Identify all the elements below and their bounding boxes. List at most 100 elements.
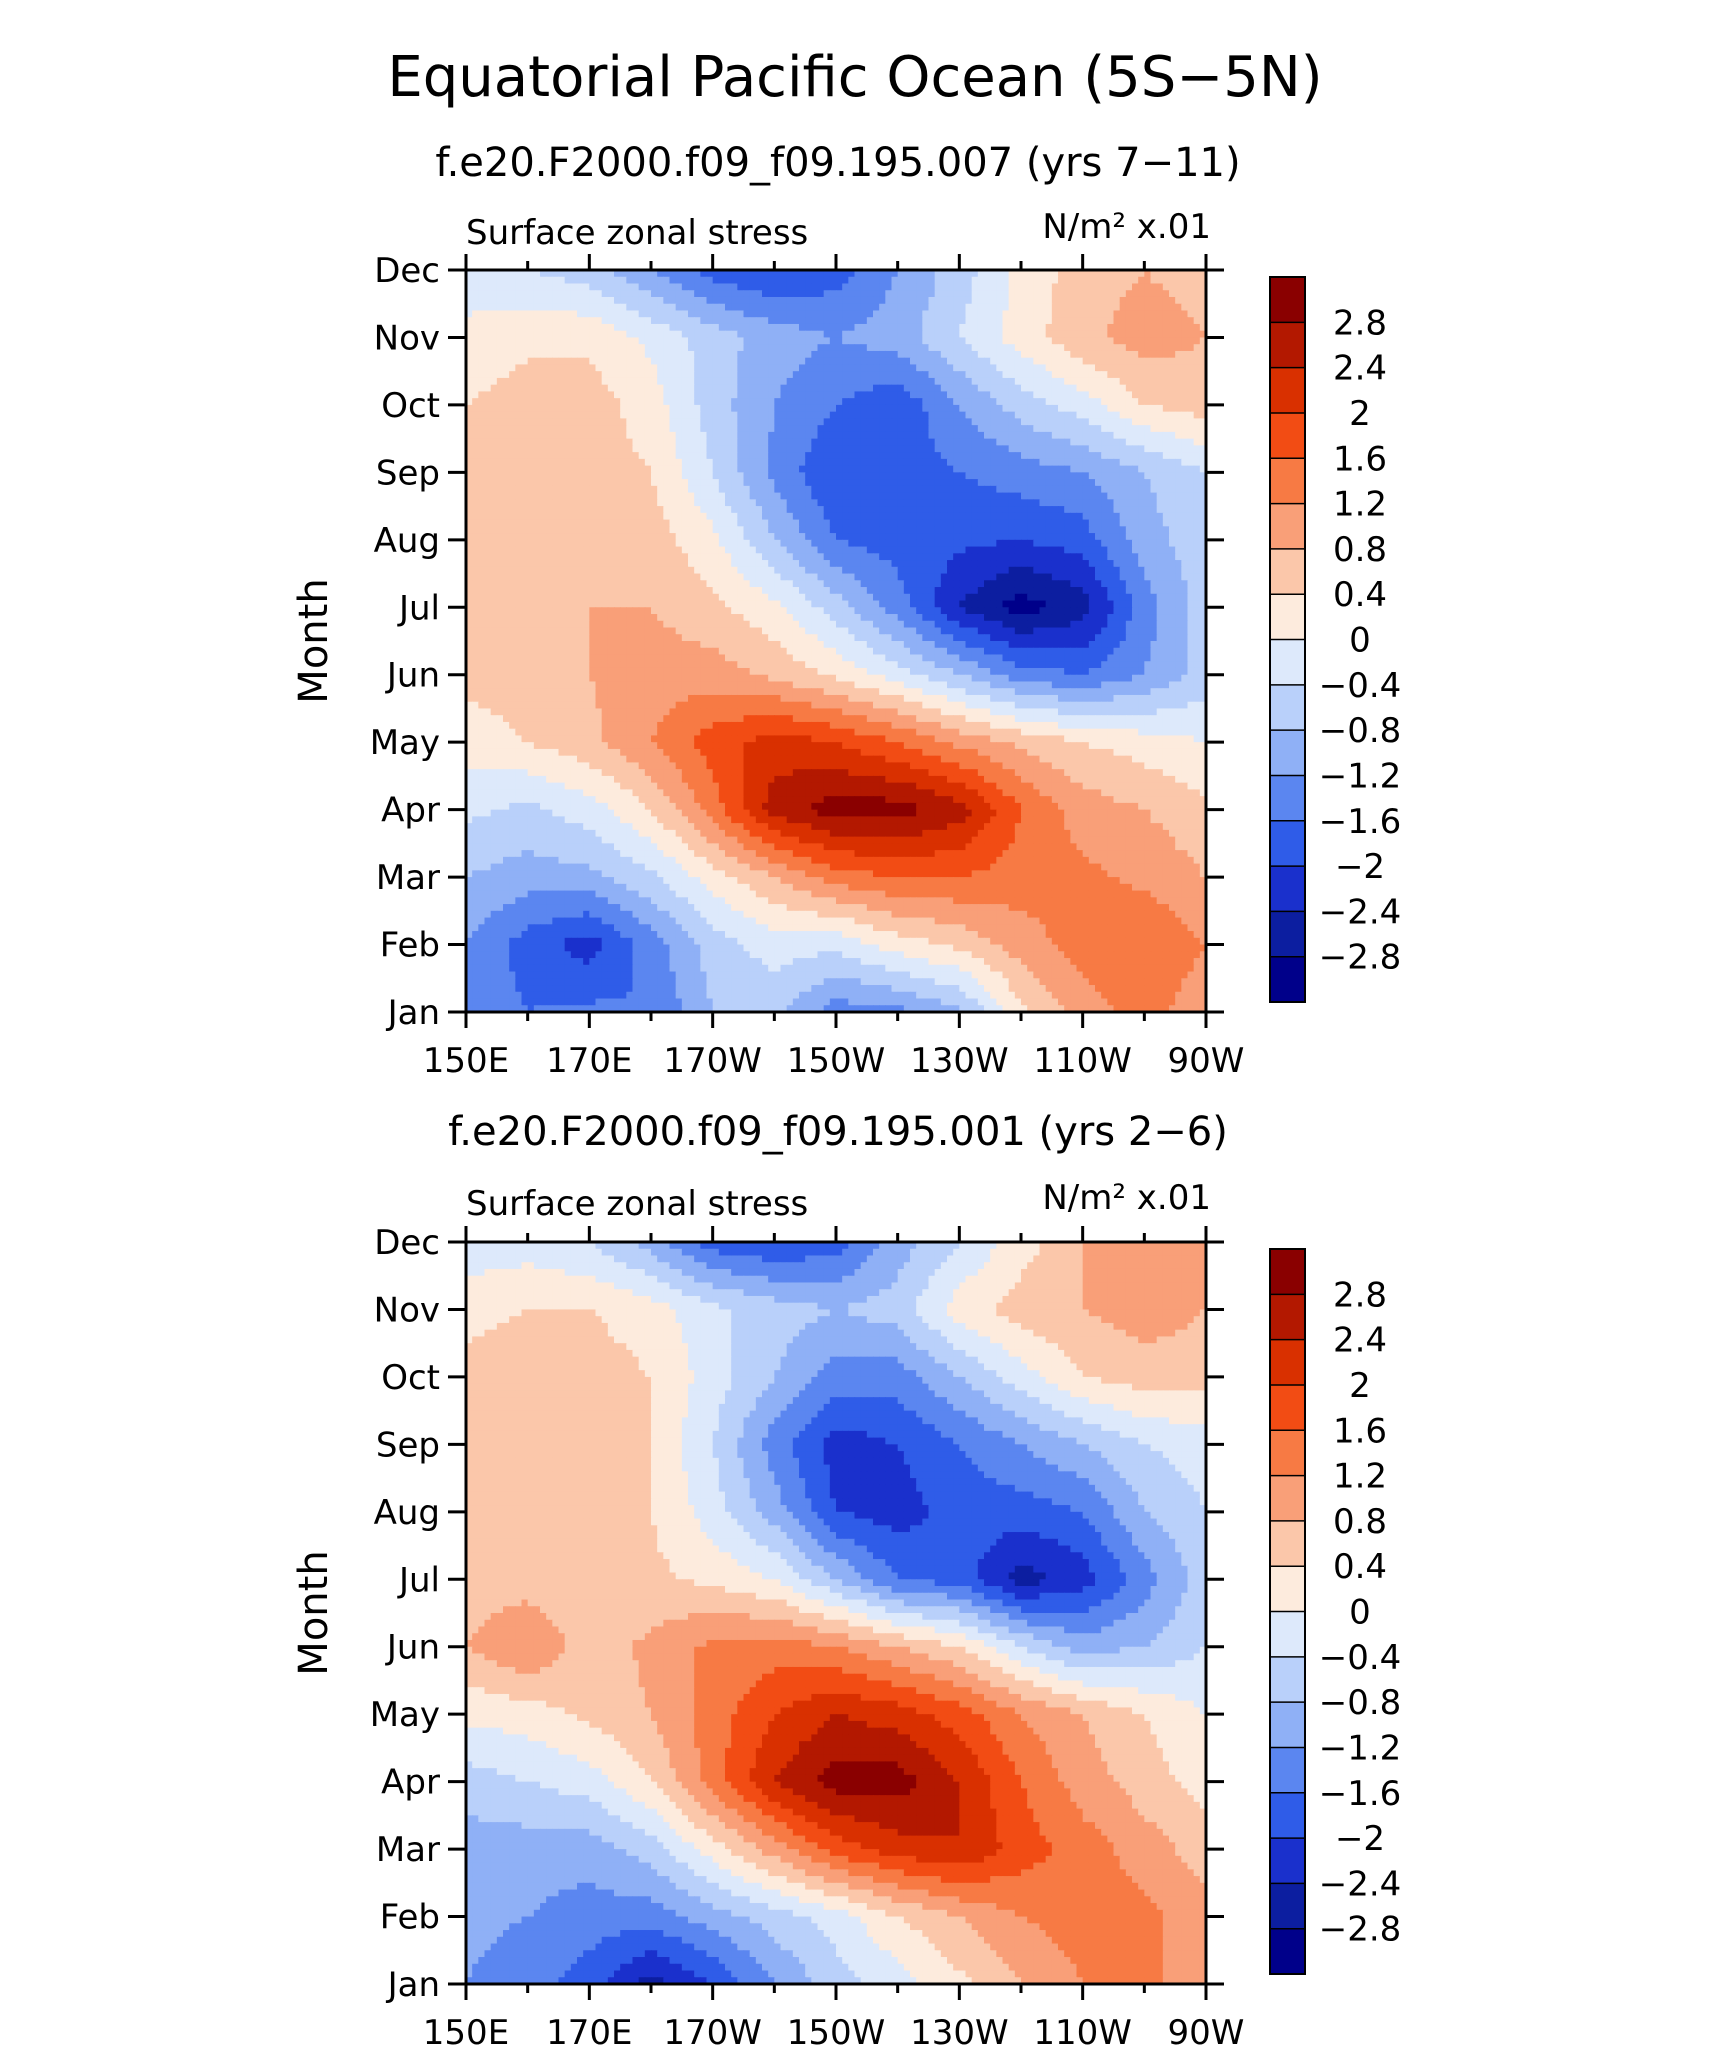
contour-cell (805, 351, 812, 358)
contour-cell (559, 344, 566, 351)
contour-cell (589, 310, 596, 317)
contour-cell (515, 310, 522, 317)
contour-cell (836, 297, 843, 304)
contour-cell (1015, 290, 1022, 297)
contour-cell (620, 317, 627, 324)
contour-cell (768, 310, 775, 317)
contour-cell (676, 331, 683, 338)
contour-cell (947, 310, 954, 317)
contour-cell (898, 331, 905, 338)
contour-cell (1064, 297, 1071, 304)
contour-cell (1144, 351, 1151, 358)
contour-cell (750, 277, 757, 284)
contour-cell (509, 324, 516, 331)
contour-cell (879, 283, 886, 290)
contour-cell (774, 283, 781, 290)
contour-cell (904, 283, 911, 290)
contour-cell (552, 290, 559, 297)
contour-cell (596, 337, 603, 344)
contour-cell (1015, 277, 1022, 284)
contour-cell (1157, 337, 1164, 344)
contour-cell (522, 337, 529, 344)
contour-cell (651, 277, 658, 284)
contour-cell (966, 317, 973, 324)
contour-cell (898, 310, 905, 317)
contour-cell (1027, 324, 1034, 331)
contour-cell (990, 304, 997, 311)
contour-cell (855, 351, 862, 358)
contour-cell (842, 317, 849, 324)
contour-cell (596, 290, 603, 297)
contour-cell (534, 358, 541, 365)
contour-cell (491, 337, 498, 344)
contour-cell (1015, 317, 1022, 324)
contour-cell (633, 324, 640, 331)
contour-cell (922, 331, 929, 338)
contour-cell (614, 283, 621, 290)
contour-cell (1101, 277, 1108, 284)
contour-cell (768, 297, 775, 304)
contour-cell (892, 337, 899, 344)
contour-cell (676, 358, 683, 365)
contour-cell (1070, 324, 1077, 331)
contour-cell (719, 304, 726, 311)
contour-cell (1095, 358, 1102, 365)
contour-cell (645, 290, 652, 297)
contour-cell (1107, 290, 1114, 297)
contour-cell (577, 324, 584, 331)
contour-cell (676, 304, 683, 311)
contour-cell (596, 283, 603, 290)
contour-cell (583, 310, 590, 317)
contour-cell (1021, 358, 1028, 365)
contour-cell (1064, 283, 1071, 290)
contour-cell (694, 297, 701, 304)
contour-cell (1033, 331, 1040, 338)
contour-cell (1003, 317, 1010, 324)
contour-cell (959, 317, 966, 324)
contour-cell (1015, 344, 1022, 351)
contour-cell (670, 324, 677, 331)
contour-cell (781, 310, 788, 317)
contour-cell (1046, 344, 1053, 351)
contour-cell (657, 331, 664, 338)
contour-cell (540, 317, 547, 324)
contour-cell (799, 290, 806, 297)
contour-cell (620, 331, 627, 338)
contour-cell (1132, 351, 1139, 358)
contour-cell (651, 297, 658, 304)
contour-cell (959, 304, 966, 311)
contour-cell (688, 331, 695, 338)
contour-cell (633, 331, 640, 338)
contour-cell (984, 304, 991, 311)
contour-cell (922, 344, 929, 351)
contour-cell (478, 277, 485, 284)
contour-cell (540, 351, 547, 358)
contour-cell (503, 290, 510, 297)
contour-cell (842, 358, 849, 365)
contour-cell (1126, 310, 1133, 317)
contour-cell (774, 317, 781, 324)
contour-cell (663, 310, 670, 317)
contour-cell (1009, 297, 1016, 304)
contour-cell (571, 331, 578, 338)
contour-cell (922, 290, 929, 297)
contour-cell (1009, 310, 1016, 317)
contour-cell (565, 337, 572, 344)
contour-cell (1089, 358, 1096, 365)
contour-cell (676, 310, 683, 317)
contour-cell (1027, 304, 1034, 311)
contour-cell (941, 310, 948, 317)
contour-cell (978, 358, 985, 365)
contour-cell (522, 310, 529, 317)
contour-cell (478, 304, 485, 311)
contour-cell (811, 331, 818, 338)
contour-cell (626, 358, 633, 365)
contour-cell (583, 331, 590, 338)
contour-cell (855, 358, 862, 365)
contour-cell (1021, 344, 1028, 351)
contour-cell (756, 304, 763, 311)
contour-cell (565, 304, 572, 311)
contour-cell (731, 317, 738, 324)
contour-cell (1101, 344, 1108, 351)
contour-cell (713, 277, 720, 284)
